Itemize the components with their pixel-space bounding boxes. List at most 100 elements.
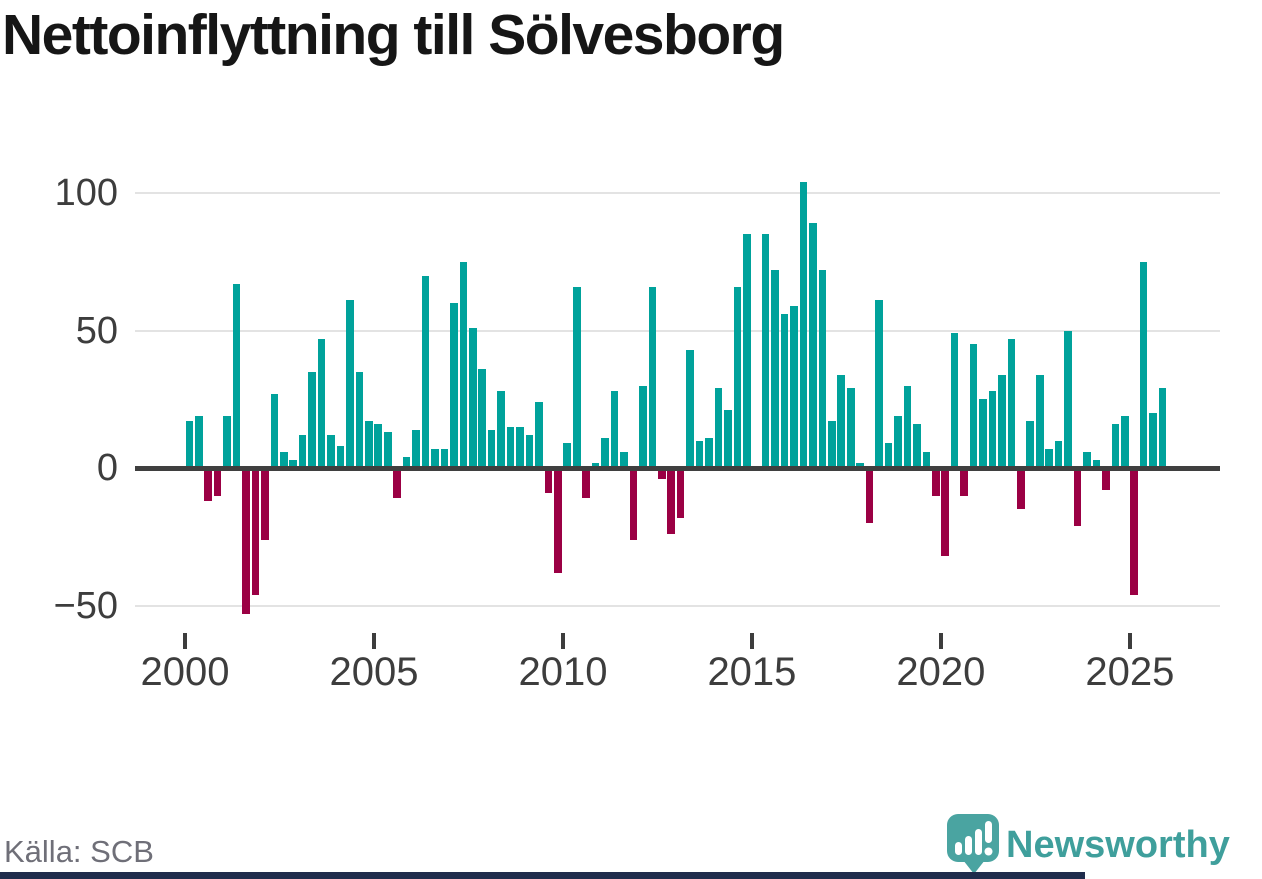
bar-positive bbox=[1007, 338, 1016, 468]
bar-positive bbox=[601, 437, 609, 468]
bar-negative bbox=[554, 468, 562, 573]
bar-positive bbox=[771, 270, 779, 468]
bar-positive bbox=[1045, 448, 1053, 468]
bar-positive bbox=[1026, 421, 1035, 468]
newsworthy-logo-icon bbox=[947, 814, 999, 874]
bar-positive bbox=[506, 426, 515, 468]
y-axis-tick-label: −50 bbox=[53, 584, 118, 627]
bar-positive bbox=[705, 437, 713, 468]
x-axis-tick-mark bbox=[749, 633, 754, 649]
bar-positive bbox=[450, 303, 458, 468]
bar-positive bbox=[979, 399, 987, 468]
y-axis-tick-label: 0 bbox=[96, 447, 118, 489]
bar-positive bbox=[1035, 374, 1044, 468]
x-axis-tick-mark bbox=[938, 633, 943, 649]
x-axis-tick-mark bbox=[371, 633, 376, 649]
x-axis-tick-mark bbox=[1127, 633, 1132, 649]
bar-positive bbox=[988, 391, 997, 468]
bar-positive bbox=[809, 223, 817, 468]
bar-positive bbox=[837, 374, 846, 468]
x-axis-tick-mark bbox=[183, 633, 187, 649]
bar-negative bbox=[242, 468, 250, 614]
bar-positive bbox=[468, 327, 477, 468]
x-axis-tick-label: 2000 bbox=[140, 650, 230, 694]
bar-positive bbox=[714, 388, 723, 468]
bar-positive bbox=[478, 369, 486, 468]
bar-negative bbox=[582, 468, 590, 499]
bar-positive bbox=[487, 429, 496, 468]
bar-positive bbox=[516, 426, 524, 468]
bar-positive bbox=[563, 443, 572, 468]
bar-positive bbox=[790, 305, 798, 468]
bar-positive bbox=[185, 421, 194, 468]
bar-negative bbox=[1102, 468, 1110, 490]
bar-positive bbox=[1139, 261, 1148, 468]
x-axis-tick-label: 2025 bbox=[1085, 650, 1175, 694]
bar-negative bbox=[960, 468, 968, 496]
bar-negative bbox=[657, 468, 666, 479]
bar-positive bbox=[459, 261, 468, 468]
bar-positive bbox=[336, 446, 345, 468]
bar-positive bbox=[846, 388, 855, 468]
bar-positive bbox=[421, 275, 430, 468]
x-axis-tick-label: 2015 bbox=[707, 650, 797, 694]
bar-positive bbox=[1064, 330, 1072, 468]
bar-positive bbox=[270, 393, 279, 468]
bar-negative bbox=[1017, 468, 1025, 510]
bar-negative bbox=[261, 468, 269, 540]
bar-positive bbox=[922, 451, 931, 468]
bar-positive bbox=[308, 371, 316, 468]
bar-positive bbox=[742, 234, 751, 468]
bar-positive bbox=[402, 457, 411, 468]
bar-positive bbox=[431, 448, 439, 468]
bar-positive bbox=[913, 424, 921, 468]
y-gridline bbox=[135, 604, 1220, 607]
bar-positive bbox=[903, 385, 912, 468]
bar-positive bbox=[998, 374, 1006, 468]
bar-positive bbox=[327, 435, 335, 468]
brand-wordmark: Newsworthy bbox=[1006, 824, 1230, 866]
y-axis-tick-label: 50 bbox=[75, 309, 118, 352]
bar-negative bbox=[941, 468, 949, 556]
bar-positive bbox=[223, 415, 231, 468]
bar-positive bbox=[818, 270, 827, 468]
x-axis-tick-label: 2010 bbox=[518, 650, 608, 694]
bar-positive bbox=[950, 333, 959, 468]
bar-positive bbox=[279, 451, 288, 468]
bar-positive bbox=[639, 385, 647, 468]
bar-negative bbox=[1073, 468, 1082, 526]
bar-positive bbox=[610, 391, 619, 468]
bar-positive bbox=[686, 349, 694, 468]
bar-positive bbox=[1111, 424, 1120, 468]
bar-positive bbox=[497, 391, 505, 468]
bar-positive bbox=[1083, 451, 1091, 468]
footer-accent-bar bbox=[0, 872, 1085, 879]
bar-positive bbox=[298, 435, 307, 468]
y-axis-tick-label: 100 bbox=[54, 172, 118, 214]
bar-negative bbox=[204, 468, 212, 501]
bar-negative bbox=[865, 468, 874, 523]
bar-positive bbox=[875, 300, 883, 468]
bar-positive bbox=[780, 314, 789, 468]
bar-negative bbox=[931, 468, 940, 496]
bar-positive bbox=[383, 432, 392, 468]
bar-positive bbox=[1092, 459, 1101, 468]
x-axis-tick-label: 2020 bbox=[896, 650, 986, 694]
bar-positive bbox=[856, 462, 864, 468]
bar-negative bbox=[629, 468, 638, 540]
y-gridline bbox=[135, 329, 1220, 332]
bar-positive bbox=[232, 283, 241, 468]
bar-positive bbox=[884, 443, 893, 468]
zero-baseline bbox=[135, 466, 1220, 471]
bar-positive bbox=[289, 459, 298, 468]
bar-positive bbox=[572, 286, 581, 468]
bar-positive bbox=[1149, 413, 1157, 468]
bar-positive bbox=[412, 429, 420, 468]
bar-positive bbox=[620, 451, 628, 468]
bar-positive bbox=[799, 182, 808, 468]
bar-positive bbox=[365, 421, 373, 468]
bar-positive bbox=[761, 234, 770, 468]
bar-negative bbox=[676, 468, 685, 518]
bar-positive bbox=[1054, 440, 1063, 468]
